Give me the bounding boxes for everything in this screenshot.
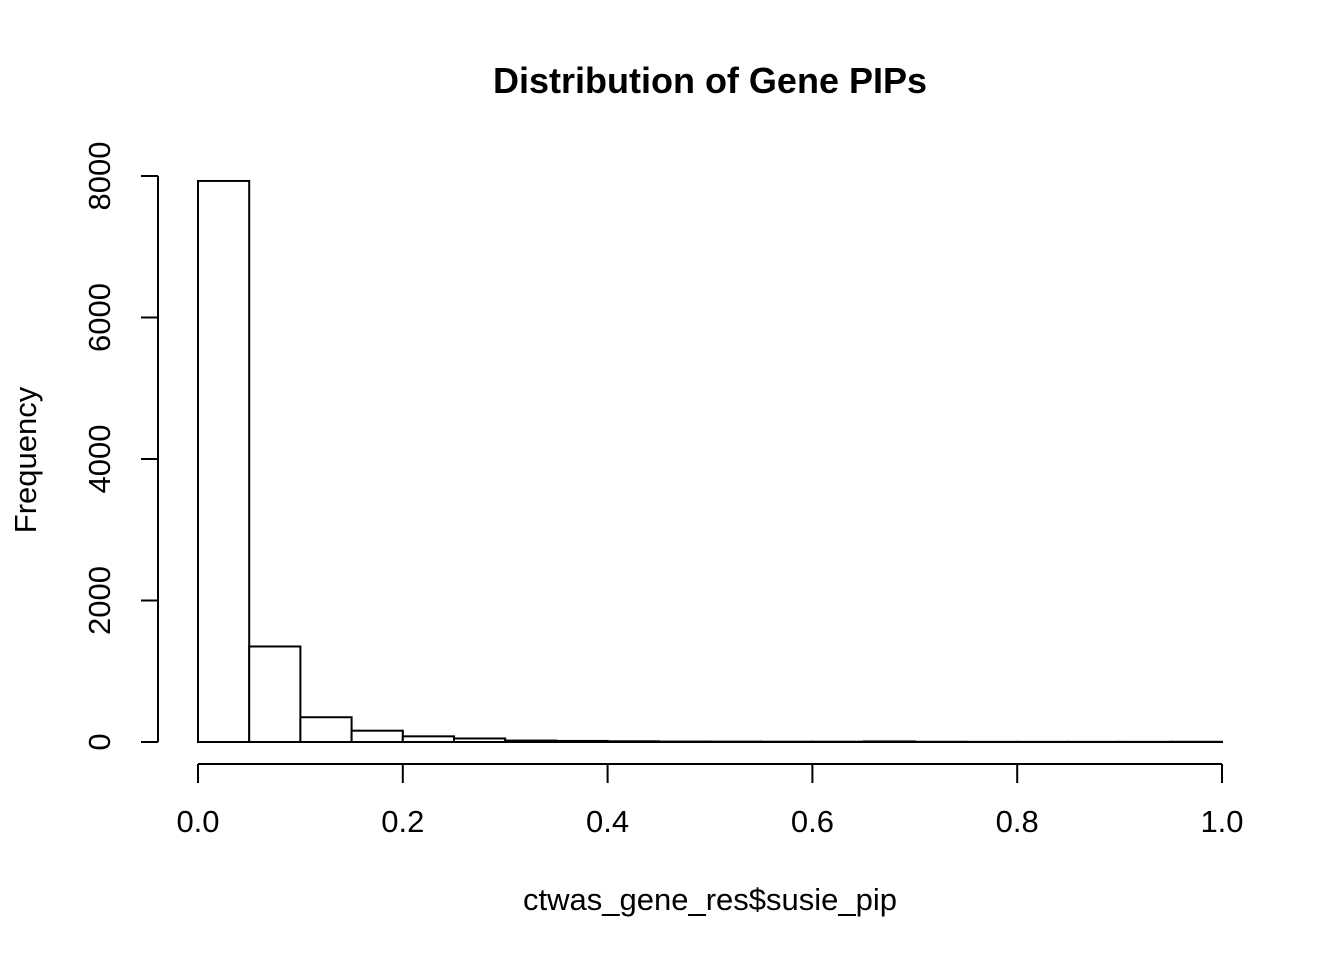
histogram-bar xyxy=(248,645,302,743)
x-tick-label: 0.8 xyxy=(996,804,1039,839)
x-tick-label: 0.0 xyxy=(176,804,219,839)
x-axis: 0.0 0.2 0.4 0.6 0.8 1.0 xyxy=(176,763,1244,839)
histogram-bar xyxy=(504,739,558,744)
chart-title: Distribution of Gene PIPs xyxy=(493,60,927,101)
histogram-bar xyxy=(606,740,660,743)
y-tick-label: 0 xyxy=(82,733,117,750)
histogram-bar xyxy=(401,735,455,744)
x-axis-label: ctwas_gene_res$susie_pip xyxy=(523,882,897,917)
y-tick-label: 4000 xyxy=(82,425,117,494)
y-tick-label: 2000 xyxy=(82,566,117,635)
x-tick-label: 0.4 xyxy=(586,804,629,839)
histogram-bar xyxy=(197,179,251,743)
y-axis: 0 2000 4000 6000 8000 xyxy=(82,142,159,751)
y-tick-label: 8000 xyxy=(82,142,117,211)
histogram-bar xyxy=(862,740,916,744)
x-tick-label: 0.6 xyxy=(791,804,834,839)
x-tick-label: 0.2 xyxy=(381,804,424,839)
histogram-bar xyxy=(350,729,404,743)
histogram-bar xyxy=(555,739,609,743)
y-axis-label: Frequency xyxy=(8,386,43,533)
x-tick-label: 1.0 xyxy=(1200,804,1243,839)
histogram-bars xyxy=(197,179,1224,744)
y-tick-label: 6000 xyxy=(82,283,117,352)
histogram-bar xyxy=(453,737,507,744)
histogram-bar xyxy=(299,716,353,743)
